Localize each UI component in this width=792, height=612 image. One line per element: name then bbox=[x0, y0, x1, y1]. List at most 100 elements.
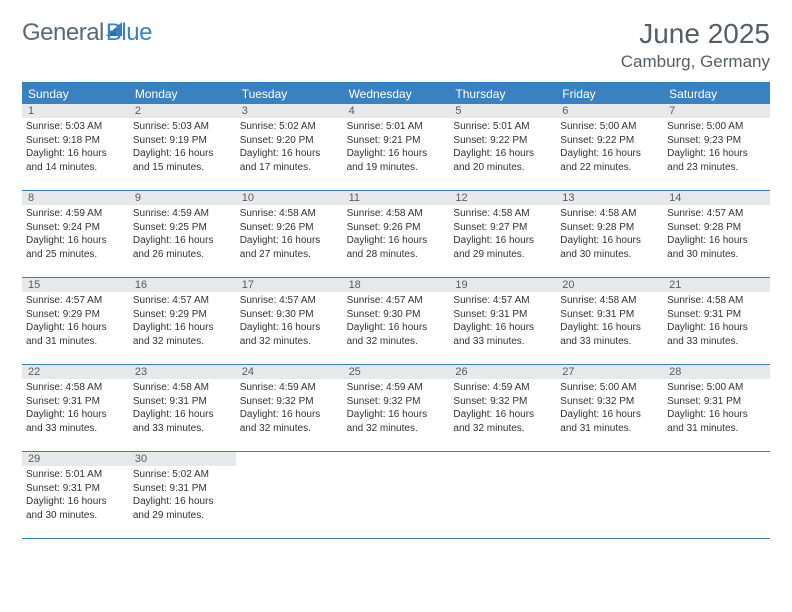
logo-word-general: General bbox=[22, 19, 104, 47]
day-cell: 18 Sunrise: 4:57 AM Sunset: 9:30 PM Dayli… bbox=[343, 278, 450, 364]
empty-day-cell bbox=[556, 452, 663, 538]
day-number: 30 bbox=[129, 452, 236, 466]
day-details: Sunrise: 5:03 AM Sunset: 9:18 PM Dayligh… bbox=[26, 120, 125, 174]
day-number: 9 bbox=[129, 191, 236, 205]
weekday-header: Saturday bbox=[663, 84, 770, 104]
day-number: 24 bbox=[236, 365, 343, 379]
day-number: 22 bbox=[22, 365, 129, 379]
day-details: Sunrise: 5:02 AM Sunset: 9:20 PM Dayligh… bbox=[240, 120, 339, 174]
week-row: 1 Sunrise: 5:03 AM Sunset: 9:18 PM Daylig… bbox=[22, 104, 770, 191]
weekday-header: Thursday bbox=[449, 84, 556, 104]
day-cell: 19 Sunrise: 4:57 AM Sunset: 9:31 PM Dayli… bbox=[449, 278, 556, 364]
day-number: 2 bbox=[129, 104, 236, 118]
day-number: 20 bbox=[556, 278, 663, 292]
week-row: 22 Sunrise: 4:58 AM Sunset: 9:31 PM Dayli… bbox=[22, 365, 770, 452]
day-number: 6 bbox=[556, 104, 663, 118]
day-number: 16 bbox=[129, 278, 236, 292]
day-cell: 24 Sunrise: 4:59 AM Sunset: 9:32 PM Dayli… bbox=[236, 365, 343, 451]
day-number: 18 bbox=[343, 278, 450, 292]
day-details: Sunrise: 4:58 AM Sunset: 9:31 PM Dayligh… bbox=[667, 294, 766, 348]
day-details: Sunrise: 4:58 AM Sunset: 9:31 PM Dayligh… bbox=[560, 294, 659, 348]
empty-day-cell bbox=[449, 452, 556, 538]
day-details: Sunrise: 5:03 AM Sunset: 9:19 PM Dayligh… bbox=[133, 120, 232, 174]
page-title: June 2025 bbox=[621, 18, 770, 50]
day-cell: 10 Sunrise: 4:58 AM Sunset: 9:26 PM Dayli… bbox=[236, 191, 343, 277]
day-details: Sunrise: 4:58 AM Sunset: 9:27 PM Dayligh… bbox=[453, 207, 552, 261]
empty-day-cell bbox=[236, 452, 343, 538]
day-cell: 1 Sunrise: 5:03 AM Sunset: 9:18 PM Daylig… bbox=[22, 104, 129, 190]
day-number: 19 bbox=[449, 278, 556, 292]
day-cell: 7Sunrise: 5:00 AM Sunset: 9:23 PM Daylig… bbox=[663, 104, 770, 190]
day-number: 8 bbox=[22, 191, 129, 205]
weekday-header: Friday bbox=[556, 84, 663, 104]
day-details: Sunrise: 4:58 AM Sunset: 9:26 PM Dayligh… bbox=[240, 207, 339, 261]
day-number: 4 bbox=[343, 104, 450, 118]
location-text: Camburg, Germany bbox=[621, 52, 770, 72]
day-details: Sunrise: 4:58 AM Sunset: 9:26 PM Dayligh… bbox=[347, 207, 446, 261]
day-details: Sunrise: 4:57 AM Sunset: 9:29 PM Dayligh… bbox=[133, 294, 232, 348]
weekday-header: Wednesday bbox=[343, 84, 450, 104]
day-number: 29 bbox=[22, 452, 129, 466]
day-cell: 26 Sunrise: 4:59 AM Sunset: 9:32 PM Dayli… bbox=[449, 365, 556, 451]
weekday-header-row: Sunday Monday Tuesday Wednesday Thursday… bbox=[22, 84, 770, 104]
day-cell: 5Sunrise: 5:01 AM Sunset: 9:22 PM Daylig… bbox=[449, 104, 556, 190]
logo: General Blue bbox=[22, 18, 152, 47]
day-cell: 8 Sunrise: 4:59 AM Sunset: 9:24 PM Daylig… bbox=[22, 191, 129, 277]
day-cell: 14 Sunrise: 4:57 AM Sunset: 9:28 PM Dayli… bbox=[663, 191, 770, 277]
day-cell: 16 Sunrise: 4:57 AM Sunset: 9:29 PM Dayli… bbox=[129, 278, 236, 364]
day-cell: 17Sunrise: 4:57 AM Sunset: 9:30 PM Dayli… bbox=[236, 278, 343, 364]
day-details: Sunrise: 4:57 AM Sunset: 9:31 PM Dayligh… bbox=[453, 294, 552, 348]
day-details: Sunrise: 5:00 AM Sunset: 9:22 PM Dayligh… bbox=[560, 120, 659, 174]
day-details: Sunrise: 5:00 AM Sunset: 9:32 PM Dayligh… bbox=[560, 381, 659, 435]
day-details: Sunrise: 5:01 AM Sunset: 9:31 PM Dayligh… bbox=[26, 468, 125, 522]
day-number: 21 bbox=[663, 278, 770, 292]
day-details: Sunrise: 4:59 AM Sunset: 9:32 PM Dayligh… bbox=[347, 381, 446, 435]
day-details: Sunrise: 4:59 AM Sunset: 9:32 PM Dayligh… bbox=[240, 381, 339, 435]
day-number: 25 bbox=[343, 365, 450, 379]
day-cell: 6 Sunrise: 5:00 AM Sunset: 9:22 PM Daylig… bbox=[556, 104, 663, 190]
day-cell: 12 Sunrise: 4:58 AM Sunset: 9:27 PM Dayli… bbox=[449, 191, 556, 277]
day-number: 12 bbox=[449, 191, 556, 205]
day-number: 10 bbox=[236, 191, 343, 205]
day-number: 15 bbox=[22, 278, 129, 292]
day-details: Sunrise: 4:57 AM Sunset: 9:28 PM Dayligh… bbox=[667, 207, 766, 261]
weekday-header: Tuesday bbox=[236, 84, 343, 104]
day-cell: 30 Sunrise: 5:02 AM Sunset: 9:31 PM Dayli… bbox=[129, 452, 236, 538]
empty-day-cell bbox=[343, 452, 450, 538]
day-number: 1 bbox=[22, 104, 129, 118]
day-cell: 4 Sunrise: 5:01 AM Sunset: 9:21 PM Daylig… bbox=[343, 104, 450, 190]
day-cell: 20 Sunrise: 4:58 AM Sunset: 9:31 PM Dayli… bbox=[556, 278, 663, 364]
day-number: 28 bbox=[663, 365, 770, 379]
day-details: Sunrise: 5:01 AM Sunset: 9:21 PM Dayligh… bbox=[347, 120, 446, 174]
weekday-header: Monday bbox=[129, 84, 236, 104]
day-cell: 25 Sunrise: 4:59 AM Sunset: 9:32 PM Dayli… bbox=[343, 365, 450, 451]
day-cell: 28 Sunrise: 5:00 AM Sunset: 9:31 PM Dayli… bbox=[663, 365, 770, 451]
day-number: 7 bbox=[663, 104, 770, 118]
day-details: Sunrise: 5:00 AM Sunset: 9:31 PM Dayligh… bbox=[667, 381, 766, 435]
day-details: Sunrise: 4:58 AM Sunset: 9:31 PM Dayligh… bbox=[26, 381, 125, 435]
day-details: Sunrise: 5:02 AM Sunset: 9:31 PM Dayligh… bbox=[133, 468, 232, 522]
day-details: Sunrise: 4:59 AM Sunset: 9:24 PM Dayligh… bbox=[26, 207, 125, 261]
day-number: 17 bbox=[236, 278, 343, 292]
day-cell: 13Sunrise: 4:58 AM Sunset: 9:28 PM Dayli… bbox=[556, 191, 663, 277]
day-details: Sunrise: 4:59 AM Sunset: 9:25 PM Dayligh… bbox=[133, 207, 232, 261]
day-details: Sunrise: 4:59 AM Sunset: 9:32 PM Dayligh… bbox=[453, 381, 552, 435]
week-row: 15 Sunrise: 4:57 AM Sunset: 9:29 PM Dayli… bbox=[22, 278, 770, 365]
day-cell: 23Sunrise: 4:58 AM Sunset: 9:31 PM Dayli… bbox=[129, 365, 236, 451]
day-number: 3 bbox=[236, 104, 343, 118]
day-cell: 9 Sunrise: 4:59 AM Sunset: 9:25 PM Daylig… bbox=[129, 191, 236, 277]
day-details: Sunrise: 4:57 AM Sunset: 9:29 PM Dayligh… bbox=[26, 294, 125, 348]
day-cell: 15 Sunrise: 4:57 AM Sunset: 9:29 PM Dayli… bbox=[22, 278, 129, 364]
logo-word-blue: Blue bbox=[106, 19, 152, 47]
day-cell: 21 Sunrise: 4:58 AM Sunset: 9:31 PM Dayli… bbox=[663, 278, 770, 364]
day-number: 14 bbox=[663, 191, 770, 205]
day-number: 23 bbox=[129, 365, 236, 379]
day-number: 26 bbox=[449, 365, 556, 379]
day-cell: 2 Sunrise: 5:03 AM Sunset: 9:19 PM Daylig… bbox=[129, 104, 236, 190]
day-details: Sunrise: 4:57 AM Sunset: 9:30 PM Dayligh… bbox=[347, 294, 446, 348]
day-details: Sunrise: 4:58 AM Sunset: 9:28 PM Dayligh… bbox=[560, 207, 659, 261]
day-cell: 29 Sunrise: 5:01 AM Sunset: 9:31 PM Dayli… bbox=[22, 452, 129, 538]
day-details: Sunrise: 5:01 AM Sunset: 9:22 PM Dayligh… bbox=[453, 120, 552, 174]
title-block: June 2025 Camburg, Germany bbox=[621, 18, 770, 72]
weekday-header: Sunday bbox=[22, 84, 129, 104]
